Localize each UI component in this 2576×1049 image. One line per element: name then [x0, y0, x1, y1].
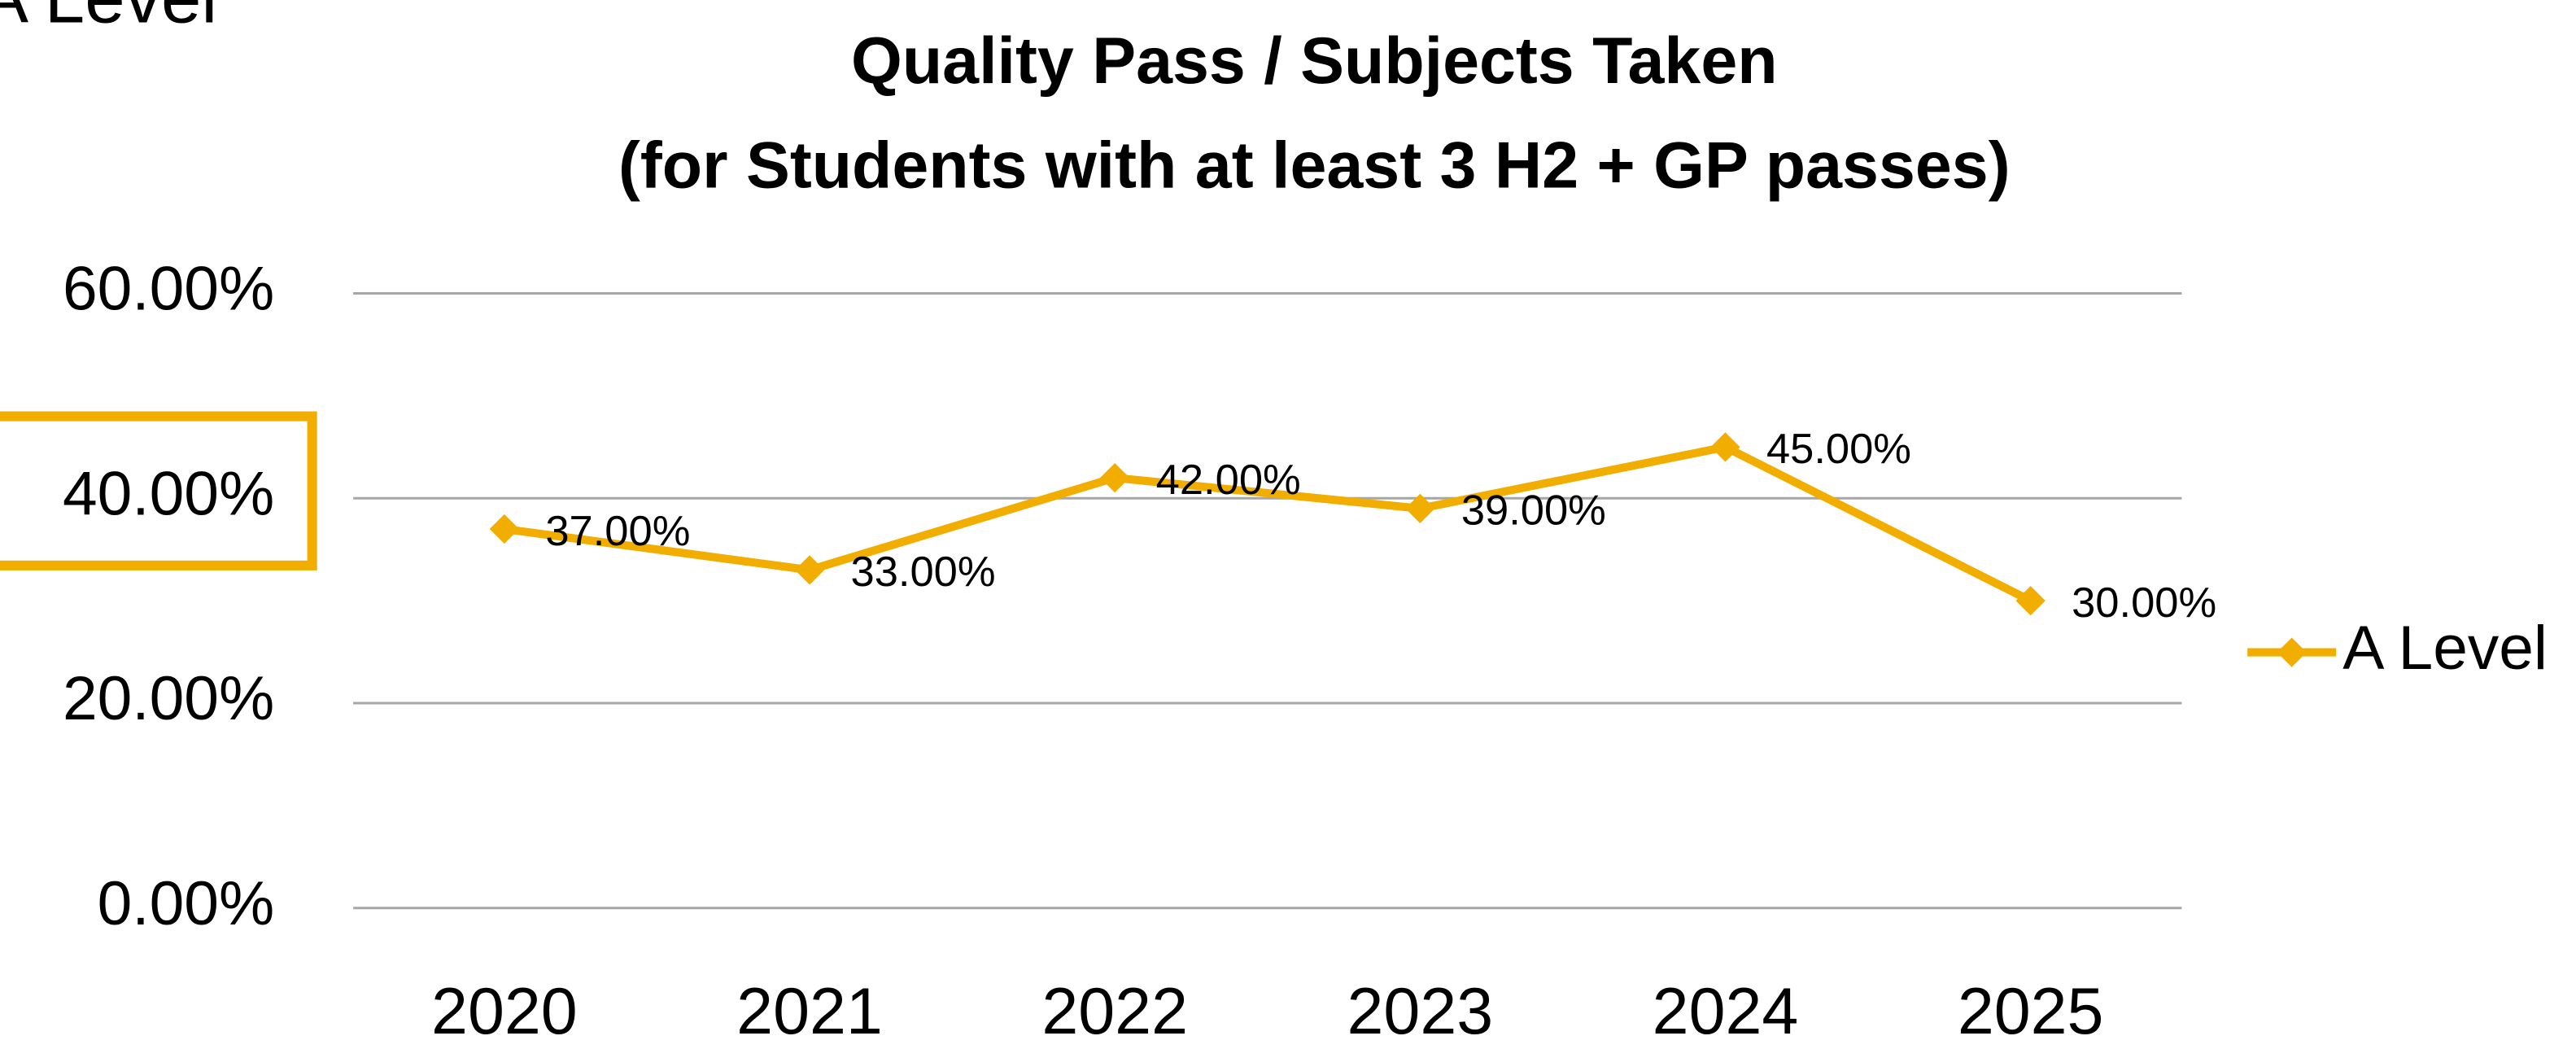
x-tick-label: 2022 — [1041, 975, 1188, 1048]
data-label: 30.00% — [2072, 579, 2216, 627]
highlight-box — [0, 411, 317, 570]
x-tick-label: 2020 — [431, 975, 578, 1048]
marker — [1405, 493, 1435, 523]
data-label: 37.00% — [545, 508, 690, 555]
data-label: 33.00% — [851, 549, 996, 596]
y-tick-label: 20.00% — [63, 664, 274, 733]
x-tick-label: 2023 — [1347, 975, 1494, 1048]
y-tick-label: 40.00% — [63, 460, 274, 529]
marker — [2015, 586, 2046, 616]
x-tick-label: 2024 — [1653, 975, 1799, 1048]
x-tick-label: 2025 — [1958, 975, 2104, 1048]
corner-text: A Level — [0, 0, 217, 37]
y-tick-label: 60.00% — [63, 255, 274, 324]
marker — [1100, 462, 1130, 493]
data-label: 45.00% — [1766, 426, 1911, 473]
series-line — [504, 443, 2032, 605]
data-label: 42.00% — [1156, 457, 1301, 504]
data-label: 39.00% — [1461, 487, 1606, 535]
marker — [794, 555, 825, 585]
chart-subtitle: (for Students with at least 3 H2 + GP pa… — [618, 129, 2011, 203]
y-tick-label: 0.00% — [98, 869, 275, 938]
marker — [1710, 432, 1740, 462]
marker — [489, 514, 520, 544]
chart-title: Quality Pass / Subjects Taken — [851, 24, 1778, 98]
x-tick-label: 2021 — [736, 975, 883, 1048]
legend-marker — [2277, 637, 2307, 667]
legend-label: A Level — [2342, 614, 2548, 683]
